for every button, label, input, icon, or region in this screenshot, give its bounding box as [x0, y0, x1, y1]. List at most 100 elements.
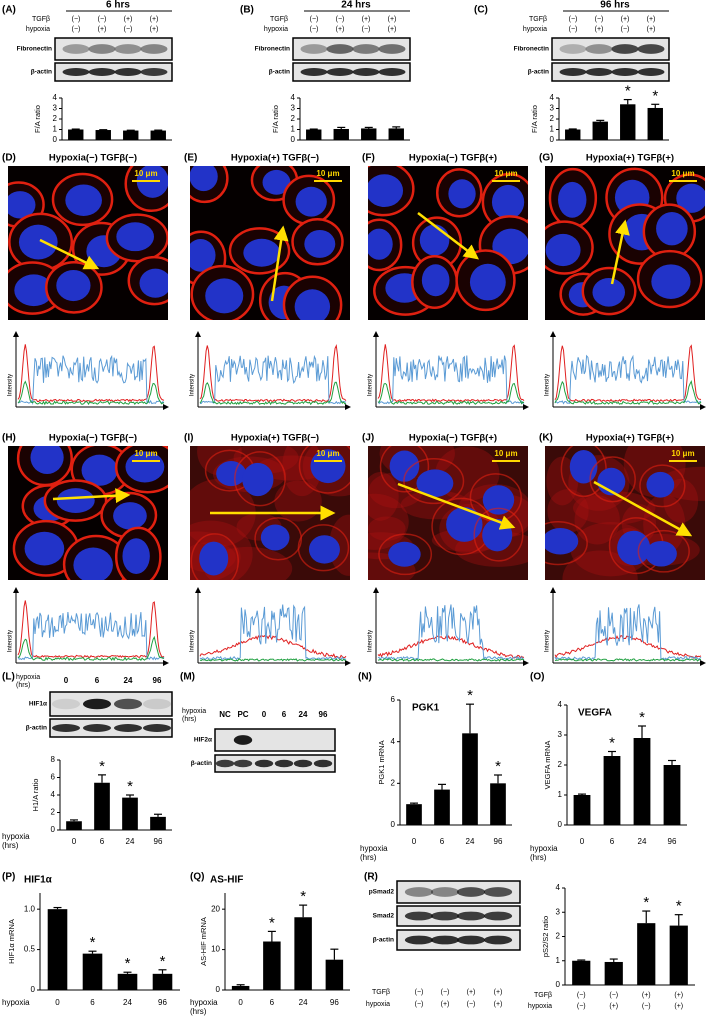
condition-cell: (+): [124, 16, 133, 23]
blot-band: [142, 698, 172, 710]
y-tick-label: 4: [51, 790, 56, 799]
bar: [669, 925, 688, 985]
blot-label: Fibronectin: [255, 46, 290, 53]
blot-band: [456, 935, 486, 945]
x-tick-label: 6: [610, 837, 615, 846]
nucleus: [81, 454, 118, 486]
actin-haze: [574, 495, 620, 545]
y-tick-label: 0: [53, 135, 58, 144]
nucleus: [545, 233, 581, 267]
nucleus: [389, 450, 420, 482]
profile-y-label: Intensity: [545, 630, 551, 652]
nucleus: [56, 488, 95, 513]
bar: [434, 789, 450, 825]
panel-letter: (J): [362, 433, 374, 444]
lane-label: 0: [64, 676, 69, 685]
blot-background: [551, 37, 670, 61]
blot-image: [551, 37, 670, 61]
lane-label: 6: [282, 710, 287, 719]
blot-band: [140, 44, 168, 54]
blot-band: [82, 698, 112, 710]
condition-cell: (−): [467, 1001, 476, 1008]
significance-mark: *: [127, 778, 133, 795]
condition-label: hypoxia: [523, 26, 547, 33]
bar: [231, 985, 250, 990]
scale-label: 10 μm: [134, 449, 157, 458]
condition-cell: (+): [336, 26, 345, 33]
x-tick-label: 0: [580, 837, 585, 846]
bar: [263, 941, 281, 990]
blot-image: [54, 37, 173, 61]
y-tick-label: 4: [550, 93, 555, 102]
chart-title: HIF1α: [24, 875, 53, 886]
cell-membrane: [234, 451, 286, 507]
nucleus: [125, 451, 165, 483]
lane-label: NC: [219, 710, 231, 719]
nucleus: [8, 191, 36, 219]
nucleus: [139, 268, 168, 298]
blot-image: [396, 880, 521, 904]
blot-band: [430, 887, 460, 897]
x-tick-label: 24: [123, 998, 132, 1007]
scale-label: 10 μm: [134, 169, 157, 178]
condition-cell: (+): [674, 992, 683, 999]
y-tick-label: 3: [550, 104, 555, 113]
blot-band: [637, 68, 665, 76]
y-tick-label: 3: [53, 104, 58, 113]
micrograph: [190, 166, 350, 320]
intensity-trace: [17, 380, 165, 406]
condition-cell: (−): [98, 16, 107, 23]
condition-cell: (+): [388, 16, 397, 23]
blot-label: Smad2: [373, 913, 395, 920]
cell-membrane: [297, 524, 350, 572]
blot-band: [637, 44, 665, 54]
condition-cell: (+): [595, 26, 604, 33]
condition-cell: (−): [642, 1003, 651, 1010]
nucleus: [260, 524, 290, 551]
y-tick-label: 1.0: [24, 904, 36, 913]
condition-cell: (−): [609, 992, 618, 999]
significance-mark: *: [625, 83, 631, 100]
scale-label: 10 μm: [671, 449, 694, 458]
panel-letter: (M): [180, 672, 195, 683]
y-tick-label: 1: [556, 956, 561, 965]
blot-label: β-actin: [26, 725, 47, 732]
panel-letter: (P): [2, 872, 15, 883]
y-tick-label: 3: [558, 730, 563, 739]
y-axis-label: H1/A ratio: [31, 779, 40, 812]
blot-label: β-actin: [269, 69, 290, 76]
blot-image: [49, 718, 173, 738]
actin-haze: [274, 480, 322, 522]
cell-membrane: [589, 456, 636, 503]
actin-haze: [282, 446, 322, 497]
condition-cell: (+): [362, 16, 371, 23]
y-axis-label: VEGFA mRNA: [543, 741, 552, 790]
y-tick-label: 4: [53, 93, 58, 102]
bar: [647, 107, 663, 140]
actin-haze: [643, 493, 686, 555]
time-label: 6 hrs: [106, 0, 130, 11]
lane-label: 96: [153, 676, 162, 685]
significance-mark: *: [125, 955, 131, 972]
nucleus: [368, 174, 404, 208]
nucleus: [242, 462, 274, 497]
significance-mark: *: [639, 709, 645, 726]
condition-label: TGFβ: [32, 16, 50, 23]
lane-label: 0: [262, 710, 267, 719]
blot-band: [430, 911, 460, 921]
intensity-trace: [377, 382, 525, 406]
time-label: 24 hrs: [341, 0, 371, 11]
intensity-trace: [554, 344, 702, 403]
y-tick-label: 0: [391, 820, 396, 829]
panel-letter: (Q): [190, 872, 204, 883]
x-axis-label: (hrs): [190, 1007, 207, 1016]
blot-band: [254, 759, 274, 768]
micrograph: [545, 446, 705, 580]
nucleus: [18, 224, 58, 260]
intensity-trace: [17, 635, 165, 662]
nucleus: [24, 531, 65, 566]
nucleus: [116, 222, 154, 252]
blot-band: [215, 759, 235, 768]
x-tick-label: 96: [668, 837, 677, 846]
significance-mark: *: [643, 894, 649, 911]
